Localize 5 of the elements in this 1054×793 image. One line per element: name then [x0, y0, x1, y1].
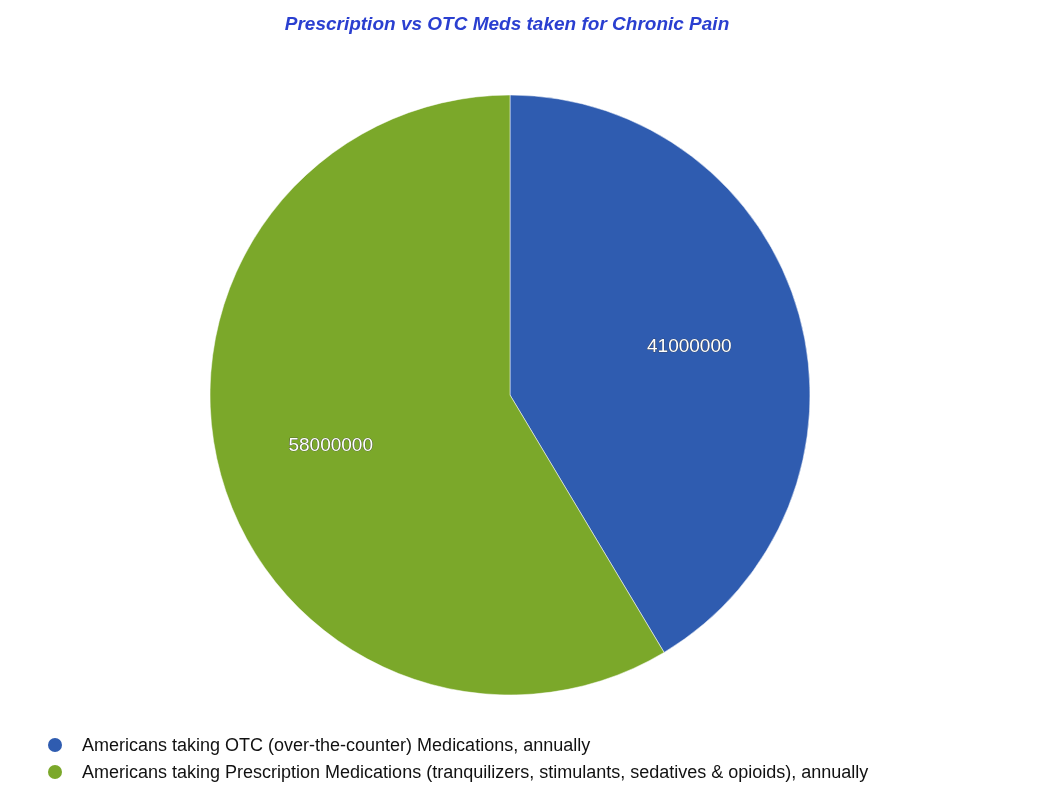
legend-label: Americans taking Prescription Medications (tranquilizers, stimulants, sedatives & opioids), annually: [82, 762, 869, 782]
chart-title: Prescription vs OTC Meds taken for Chronic Pain: [284, 13, 730, 34]
data-label: 58000000: [288, 434, 373, 456]
data-label: 41000000: [647, 334, 732, 356]
legend-label: Americans taking OTC (over-the-counter) Medications, annually: [82, 735, 591, 755]
